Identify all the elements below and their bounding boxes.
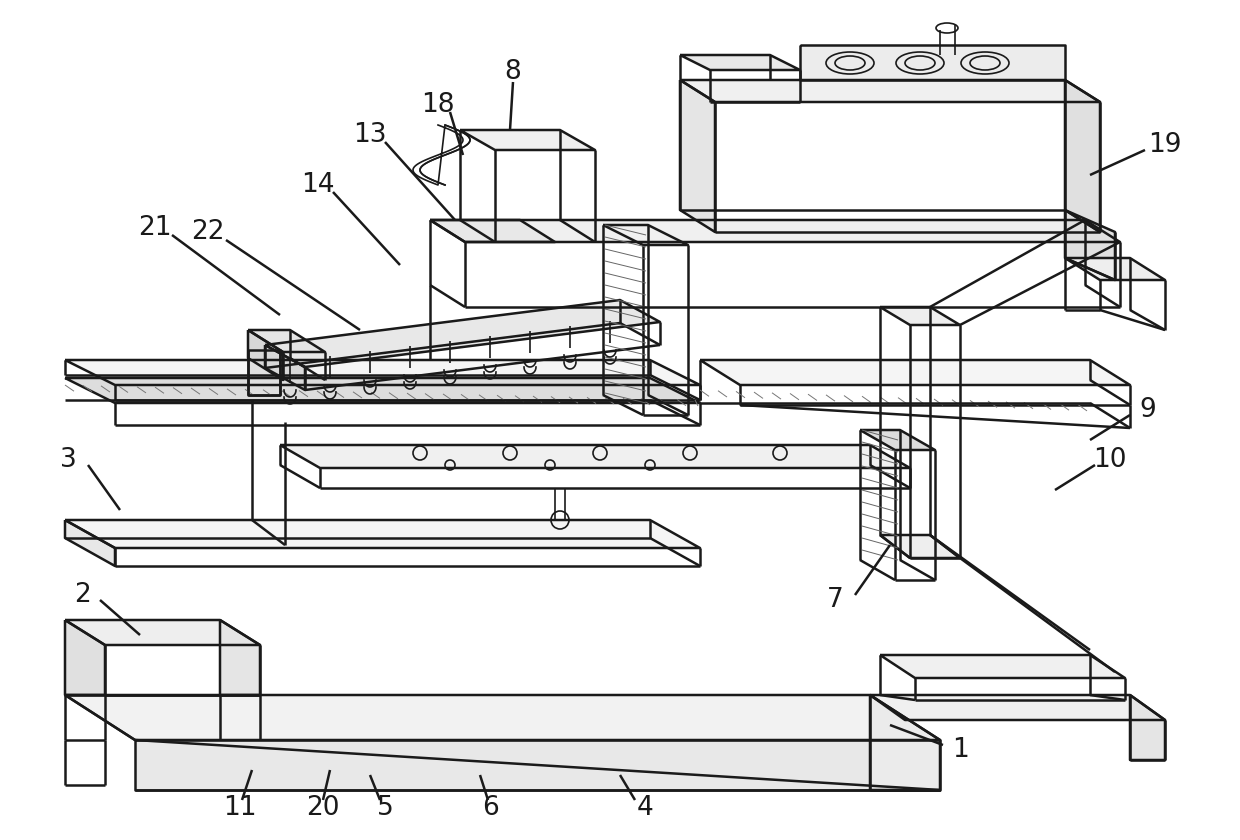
Polygon shape bbox=[64, 520, 115, 566]
Polygon shape bbox=[1065, 80, 1100, 232]
Polygon shape bbox=[880, 655, 1125, 678]
Polygon shape bbox=[64, 695, 940, 740]
Polygon shape bbox=[64, 360, 701, 385]
Polygon shape bbox=[265, 345, 305, 390]
Polygon shape bbox=[430, 220, 1120, 242]
Polygon shape bbox=[280, 445, 910, 468]
Polygon shape bbox=[603, 225, 688, 245]
Polygon shape bbox=[248, 350, 280, 395]
Polygon shape bbox=[880, 307, 960, 325]
Text: 6: 6 bbox=[481, 795, 498, 821]
Polygon shape bbox=[680, 80, 1100, 102]
Polygon shape bbox=[861, 430, 935, 450]
Polygon shape bbox=[265, 300, 660, 367]
Text: 10: 10 bbox=[1094, 447, 1127, 473]
Polygon shape bbox=[135, 740, 940, 790]
Polygon shape bbox=[1130, 695, 1166, 760]
Text: 1: 1 bbox=[951, 737, 968, 763]
Polygon shape bbox=[680, 80, 715, 232]
Polygon shape bbox=[460, 130, 595, 150]
Text: 21: 21 bbox=[138, 215, 172, 241]
Polygon shape bbox=[880, 535, 960, 558]
Polygon shape bbox=[701, 360, 1130, 385]
Text: 22: 22 bbox=[191, 219, 224, 245]
Polygon shape bbox=[64, 620, 105, 695]
Polygon shape bbox=[64, 520, 701, 548]
Polygon shape bbox=[680, 55, 800, 70]
Polygon shape bbox=[800, 45, 1065, 80]
Text: 14: 14 bbox=[301, 172, 335, 198]
Text: 7: 7 bbox=[827, 587, 843, 613]
Polygon shape bbox=[219, 620, 260, 695]
Text: 9: 9 bbox=[1140, 397, 1157, 423]
Text: 13: 13 bbox=[353, 122, 387, 148]
Polygon shape bbox=[870, 695, 940, 790]
Text: 4: 4 bbox=[636, 795, 653, 821]
Polygon shape bbox=[1065, 258, 1166, 280]
Text: 19: 19 bbox=[1148, 132, 1182, 158]
Polygon shape bbox=[64, 620, 260, 645]
Polygon shape bbox=[870, 695, 1166, 720]
Polygon shape bbox=[64, 378, 701, 403]
Text: 8: 8 bbox=[505, 59, 521, 85]
Text: 20: 20 bbox=[306, 795, 340, 821]
Polygon shape bbox=[1065, 210, 1115, 280]
Polygon shape bbox=[248, 330, 325, 352]
Text: 11: 11 bbox=[223, 795, 257, 821]
Text: 2: 2 bbox=[73, 582, 91, 608]
Text: 18: 18 bbox=[422, 92, 455, 118]
Text: 5: 5 bbox=[377, 795, 393, 821]
Polygon shape bbox=[430, 220, 556, 242]
Polygon shape bbox=[248, 330, 283, 380]
Text: 3: 3 bbox=[60, 447, 77, 473]
